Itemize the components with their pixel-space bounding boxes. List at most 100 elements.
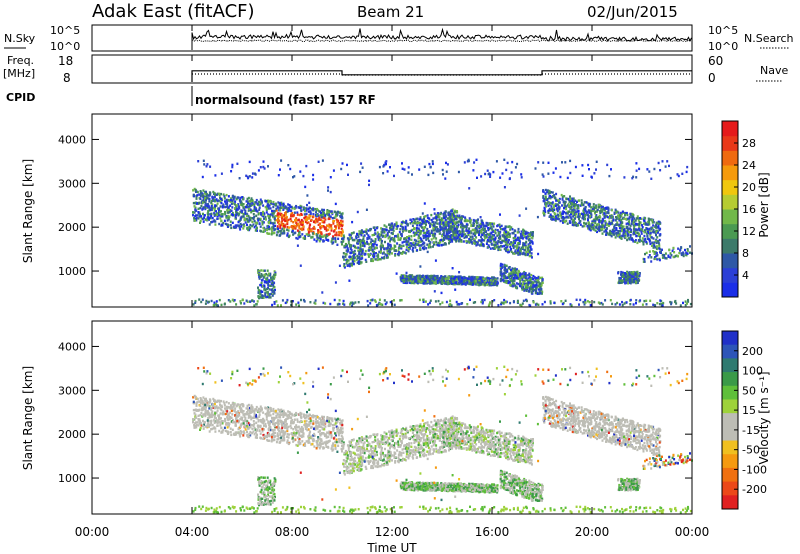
power-cell <box>523 235 526 238</box>
power-cell <box>263 288 266 291</box>
power-cell <box>595 214 598 217</box>
power-cell <box>259 218 262 222</box>
power-cell <box>465 235 468 238</box>
power-cell <box>552 206 555 209</box>
power-cell <box>448 281 451 285</box>
power-cell <box>491 235 494 238</box>
power-cell <box>608 232 611 236</box>
power-cell <box>417 280 420 283</box>
power-cell <box>403 229 406 232</box>
power-cell <box>328 211 331 215</box>
power-cell <box>269 221 272 225</box>
power-cell <box>414 232 417 235</box>
power-cell <box>553 194 556 197</box>
power-cell <box>363 244 366 248</box>
power-cell <box>281 214 284 217</box>
power-cell <box>636 279 639 283</box>
power-cell <box>553 208 556 212</box>
power-cell <box>482 243 484 246</box>
power-cell <box>287 209 290 212</box>
power-cell <box>413 233 416 236</box>
power-cell <box>414 277 417 280</box>
power-cell <box>376 226 378 230</box>
power-cell <box>203 195 206 198</box>
power-cell <box>246 226 249 229</box>
power-cell <box>193 211 196 214</box>
power-cell <box>510 250 513 254</box>
power-cell <box>432 237 435 240</box>
power-cell <box>575 204 578 207</box>
power-cell <box>593 208 596 211</box>
power-cell <box>260 200 263 203</box>
power-cell <box>243 224 246 228</box>
power-cell <box>373 240 376 243</box>
power-cell <box>427 230 430 233</box>
power-cell <box>367 253 370 256</box>
power-cell <box>502 227 505 230</box>
power-cell <box>454 222 457 226</box>
power-cell <box>408 235 411 238</box>
power-cell <box>419 217 422 221</box>
power-cell <box>613 211 616 214</box>
power-cell <box>514 284 517 287</box>
power-cell <box>194 215 197 218</box>
power-cell <box>575 224 578 227</box>
power-cell <box>569 197 572 201</box>
power-cell <box>213 213 216 216</box>
power-cell <box>249 219 252 222</box>
power-cell <box>408 246 410 250</box>
power-cell <box>399 251 402 255</box>
power-cell <box>588 211 591 214</box>
power-cell <box>570 218 573 221</box>
power-cell <box>403 276 406 279</box>
power-cell <box>343 263 346 266</box>
power-cell <box>504 235 507 239</box>
power-cell <box>400 277 403 281</box>
power-cell <box>386 232 389 235</box>
power-cell <box>411 224 414 227</box>
power-cell <box>457 223 460 226</box>
power-cell <box>262 269 265 272</box>
power-cell <box>532 278 535 281</box>
power-cell <box>510 248 512 251</box>
power-cell <box>605 223 608 226</box>
power-cell <box>528 287 531 290</box>
power-cell <box>296 237 299 240</box>
power-cell <box>429 232 431 235</box>
power-cell <box>630 274 633 277</box>
power-cell <box>272 202 275 206</box>
power-cell <box>612 228 615 231</box>
power-cell <box>616 223 619 226</box>
power-cell <box>304 218 307 221</box>
power-cell <box>274 228 277 231</box>
power-cell <box>335 227 337 230</box>
power-cell <box>316 207 319 211</box>
power-cell <box>403 278 405 281</box>
power-cell <box>573 206 576 210</box>
power-cell <box>501 234 504 237</box>
power-cell <box>459 226 462 229</box>
power-cell <box>292 227 295 230</box>
power-cell <box>413 277 416 281</box>
power-cell <box>506 276 509 279</box>
power-cell <box>357 242 359 245</box>
power-cell <box>512 241 515 244</box>
power-cell <box>490 243 493 246</box>
power-cell <box>227 195 230 198</box>
power-cell <box>420 230 423 233</box>
power-cell <box>272 226 275 230</box>
power-cell <box>610 235 613 238</box>
power-cell <box>445 235 448 238</box>
power-cell <box>270 233 273 236</box>
power-cell <box>263 217 265 220</box>
power-cell <box>267 232 270 235</box>
power-cell <box>269 296 272 299</box>
power-cell <box>313 225 316 229</box>
power-cell <box>269 200 272 203</box>
power-cell <box>520 274 523 277</box>
power-cell <box>427 239 430 243</box>
power-cell <box>319 218 322 221</box>
power-cell <box>447 237 450 241</box>
power-cell <box>424 234 427 238</box>
power-cell <box>435 213 438 217</box>
